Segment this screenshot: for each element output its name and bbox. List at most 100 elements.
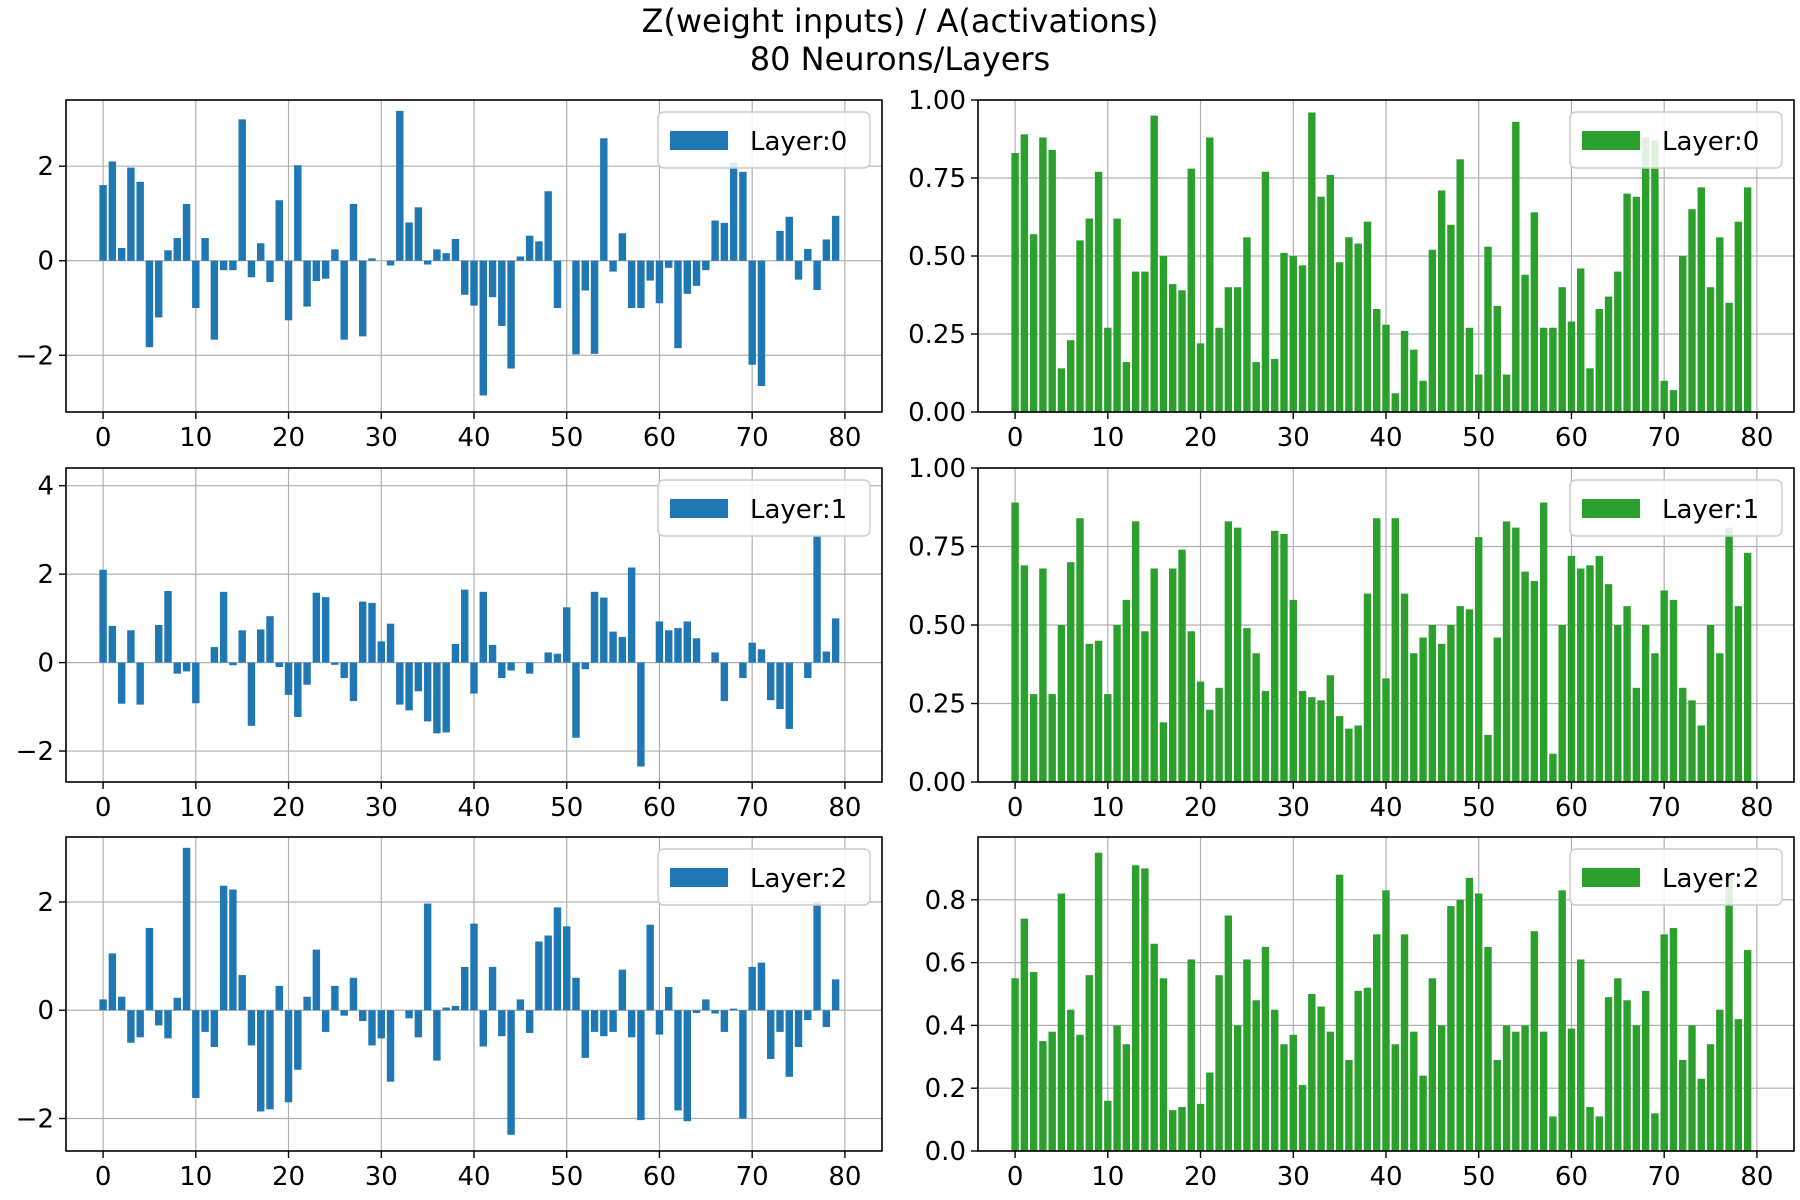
bar [1688, 209, 1696, 412]
x-tick-label: 70 [1648, 423, 1681, 453]
x-tick-label: 50 [550, 793, 583, 823]
x-tick-label: 50 [550, 423, 583, 453]
bar [1271, 1009, 1279, 1151]
bar [99, 569, 107, 663]
bar [1048, 1031, 1056, 1151]
bar [1484, 246, 1492, 412]
bar [609, 260, 617, 272]
y-tick-label: 0 [37, 247, 54, 277]
x-tick-label: 80 [828, 423, 861, 453]
bar [1465, 327, 1474, 412]
bar [1521, 274, 1529, 412]
bar [396, 662, 404, 705]
bar [1614, 271, 1622, 412]
bar [442, 662, 450, 733]
bar [1502, 1025, 1511, 1151]
bar [655, 1010, 664, 1035]
x-tick-label: 50 [1462, 793, 1495, 823]
bar [312, 592, 321, 663]
x-tick-label: 20 [272, 423, 305, 453]
bar [451, 1005, 460, 1011]
bar [1400, 934, 1409, 1151]
bar [321, 260, 330, 279]
bar [192, 260, 200, 308]
bar [563, 926, 571, 1011]
x-tick-label: 20 [1184, 1162, 1217, 1192]
bar [368, 602, 376, 663]
bar [99, 999, 107, 1011]
bar [312, 949, 321, 1011]
bar [1252, 653, 1260, 782]
x-tick-label: 60 [643, 793, 676, 823]
bar [572, 662, 580, 738]
x-tick-label: 10 [179, 1162, 212, 1192]
bar [1029, 694, 1038, 782]
bar [535, 241, 543, 261]
bar [1697, 1078, 1705, 1151]
bar [1604, 997, 1613, 1151]
x-tick-label: 80 [828, 793, 861, 823]
bar [1085, 975, 1093, 1151]
bar [1159, 256, 1168, 412]
bar [665, 630, 673, 663]
bar [1623, 1000, 1631, 1151]
legend: Layer:2 [657, 848, 871, 906]
bar [618, 233, 627, 261]
bar [1410, 653, 1418, 782]
bar [1558, 625, 1566, 782]
bar [813, 536, 821, 663]
bar [396, 110, 404, 261]
bar [1614, 625, 1622, 782]
bar [1067, 340, 1075, 412]
bar [563, 607, 571, 663]
bar [312, 260, 321, 282]
bar [1317, 196, 1325, 412]
bar [1233, 1025, 1242, 1151]
bar [192, 1010, 200, 1098]
bar [1280, 533, 1288, 782]
y-tick-label: 0.6 [925, 949, 966, 979]
bar [1308, 112, 1316, 412]
bar [349, 977, 358, 1011]
bar [507, 1010, 515, 1135]
bar [1512, 527, 1520, 782]
bar [702, 260, 710, 271]
bar [257, 1010, 265, 1112]
bar [1150, 115, 1158, 412]
bar [655, 621, 664, 663]
bar [1716, 237, 1724, 412]
bar [127, 1010, 135, 1043]
bar [1131, 521, 1140, 782]
bar [488, 260, 497, 298]
bar [1530, 581, 1539, 782]
bar [219, 260, 228, 271]
bar [1020, 565, 1029, 782]
bar [1539, 1031, 1548, 1151]
bar [1196, 343, 1205, 412]
bar [303, 996, 311, 1011]
bar [479, 591, 487, 663]
bar [1521, 571, 1529, 782]
bar [136, 662, 144, 705]
y-tick-label: 0 [37, 649, 54, 679]
bar [433, 249, 441, 261]
bar [516, 256, 525, 261]
bar [1437, 190, 1446, 412]
y-tick-label: 0.75 [908, 533, 966, 563]
subplot-4: 0 10 20 30 40 50 60 70 80 −2 0 2 Layer:2 [16, 836, 883, 1192]
y-tick-label: 4 [37, 472, 54, 502]
bar [1159, 978, 1168, 1151]
bar [164, 1010, 172, 1039]
bar [210, 260, 219, 340]
bar [1252, 362, 1260, 412]
bar [1734, 606, 1743, 782]
bar [674, 628, 682, 663]
bar [1233, 287, 1242, 412]
bar [1530, 212, 1539, 412]
x-tick-label: 20 [272, 793, 305, 823]
bar [1224, 521, 1233, 782]
bar [155, 1010, 163, 1026]
x-tick-label: 40 [1369, 1162, 1402, 1192]
bar [600, 1010, 608, 1037]
bar [692, 1010, 701, 1013]
